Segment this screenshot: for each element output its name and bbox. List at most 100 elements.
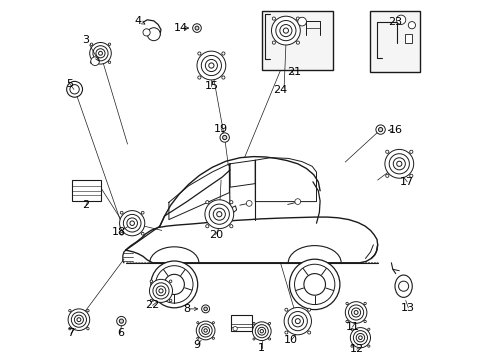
Circle shape [91, 57, 99, 66]
Circle shape [77, 318, 81, 321]
Text: 8: 8 [183, 304, 190, 314]
Circle shape [275, 21, 295, 41]
Circle shape [86, 310, 89, 312]
Circle shape [108, 61, 110, 63]
Circle shape [71, 312, 86, 327]
Text: 22: 22 [145, 300, 160, 310]
Circle shape [199, 324, 212, 337]
Text: 21: 21 [286, 67, 301, 77]
Text: 20: 20 [208, 230, 223, 240]
Circle shape [201, 327, 209, 334]
Circle shape [66, 81, 82, 97]
Circle shape [284, 307, 311, 335]
Bar [404, 34, 411, 43]
Circle shape [93, 46, 108, 61]
Bar [230, 315, 251, 331]
Circle shape [367, 328, 369, 330]
Circle shape [307, 331, 310, 334]
Circle shape [353, 311, 357, 314]
Circle shape [268, 322, 270, 324]
Text: 9: 9 [193, 340, 200, 350]
Circle shape [155, 266, 193, 303]
Circle shape [271, 16, 300, 45]
Circle shape [164, 274, 184, 294]
Circle shape [96, 49, 105, 58]
Circle shape [89, 42, 111, 64]
Text: 3: 3 [81, 35, 89, 45]
Circle shape [229, 201, 232, 204]
Circle shape [350, 345, 352, 347]
Text: 24: 24 [273, 85, 287, 95]
Circle shape [108, 43, 110, 45]
Text: 17: 17 [399, 177, 413, 187]
Circle shape [120, 211, 123, 214]
Circle shape [398, 281, 408, 291]
Bar [369, 11, 419, 72]
Circle shape [407, 22, 415, 29]
Text: 23: 23 [387, 17, 401, 27]
Circle shape [205, 201, 208, 204]
Text: 2: 2 [82, 200, 89, 210]
Circle shape [294, 264, 334, 305]
Circle shape [74, 315, 83, 324]
Circle shape [90, 43, 93, 45]
Circle shape [117, 316, 126, 326]
Circle shape [409, 174, 412, 177]
Circle shape [203, 307, 207, 311]
Circle shape [205, 59, 217, 72]
Circle shape [201, 305, 209, 313]
Circle shape [349, 328, 370, 348]
Circle shape [147, 28, 160, 41]
Circle shape [363, 320, 366, 323]
Circle shape [279, 24, 291, 37]
Circle shape [392, 158, 405, 170]
Circle shape [86, 328, 89, 330]
Circle shape [153, 283, 169, 299]
Circle shape [213, 208, 225, 220]
Circle shape [385, 174, 388, 177]
Circle shape [252, 322, 254, 324]
Circle shape [201, 55, 221, 76]
Circle shape [197, 76, 201, 79]
Circle shape [156, 286, 165, 296]
Circle shape [150, 280, 152, 283]
Circle shape [142, 29, 150, 36]
Text: 1: 1 [258, 343, 264, 354]
Circle shape [351, 308, 360, 317]
Circle shape [126, 218, 137, 229]
Circle shape [120, 211, 144, 236]
Circle shape [203, 329, 207, 332]
Circle shape [149, 279, 172, 302]
Circle shape [195, 26, 199, 30]
Text: 18: 18 [112, 227, 126, 237]
Circle shape [222, 52, 224, 55]
Circle shape [169, 299, 171, 302]
Circle shape [345, 302, 347, 305]
Circle shape [212, 321, 214, 324]
Circle shape [283, 28, 288, 33]
Circle shape [353, 330, 366, 345]
Circle shape [285, 331, 287, 334]
Text: 7: 7 [67, 328, 74, 338]
Circle shape [345, 320, 347, 323]
Circle shape [151, 261, 197, 308]
Text: 6: 6 [117, 328, 123, 338]
Circle shape [289, 259, 339, 310]
Circle shape [252, 322, 270, 341]
Circle shape [141, 232, 144, 235]
Circle shape [169, 280, 171, 283]
Circle shape [296, 17, 299, 20]
Circle shape [208, 63, 214, 68]
Circle shape [220, 133, 229, 142]
Circle shape [345, 302, 366, 323]
Circle shape [272, 17, 275, 20]
Circle shape [150, 299, 152, 302]
Circle shape [120, 232, 123, 235]
Circle shape [358, 336, 362, 339]
Circle shape [295, 319, 300, 324]
Circle shape [384, 149, 413, 178]
Circle shape [196, 337, 199, 339]
Circle shape [68, 328, 71, 330]
Circle shape [388, 154, 408, 174]
Circle shape [285, 308, 287, 311]
